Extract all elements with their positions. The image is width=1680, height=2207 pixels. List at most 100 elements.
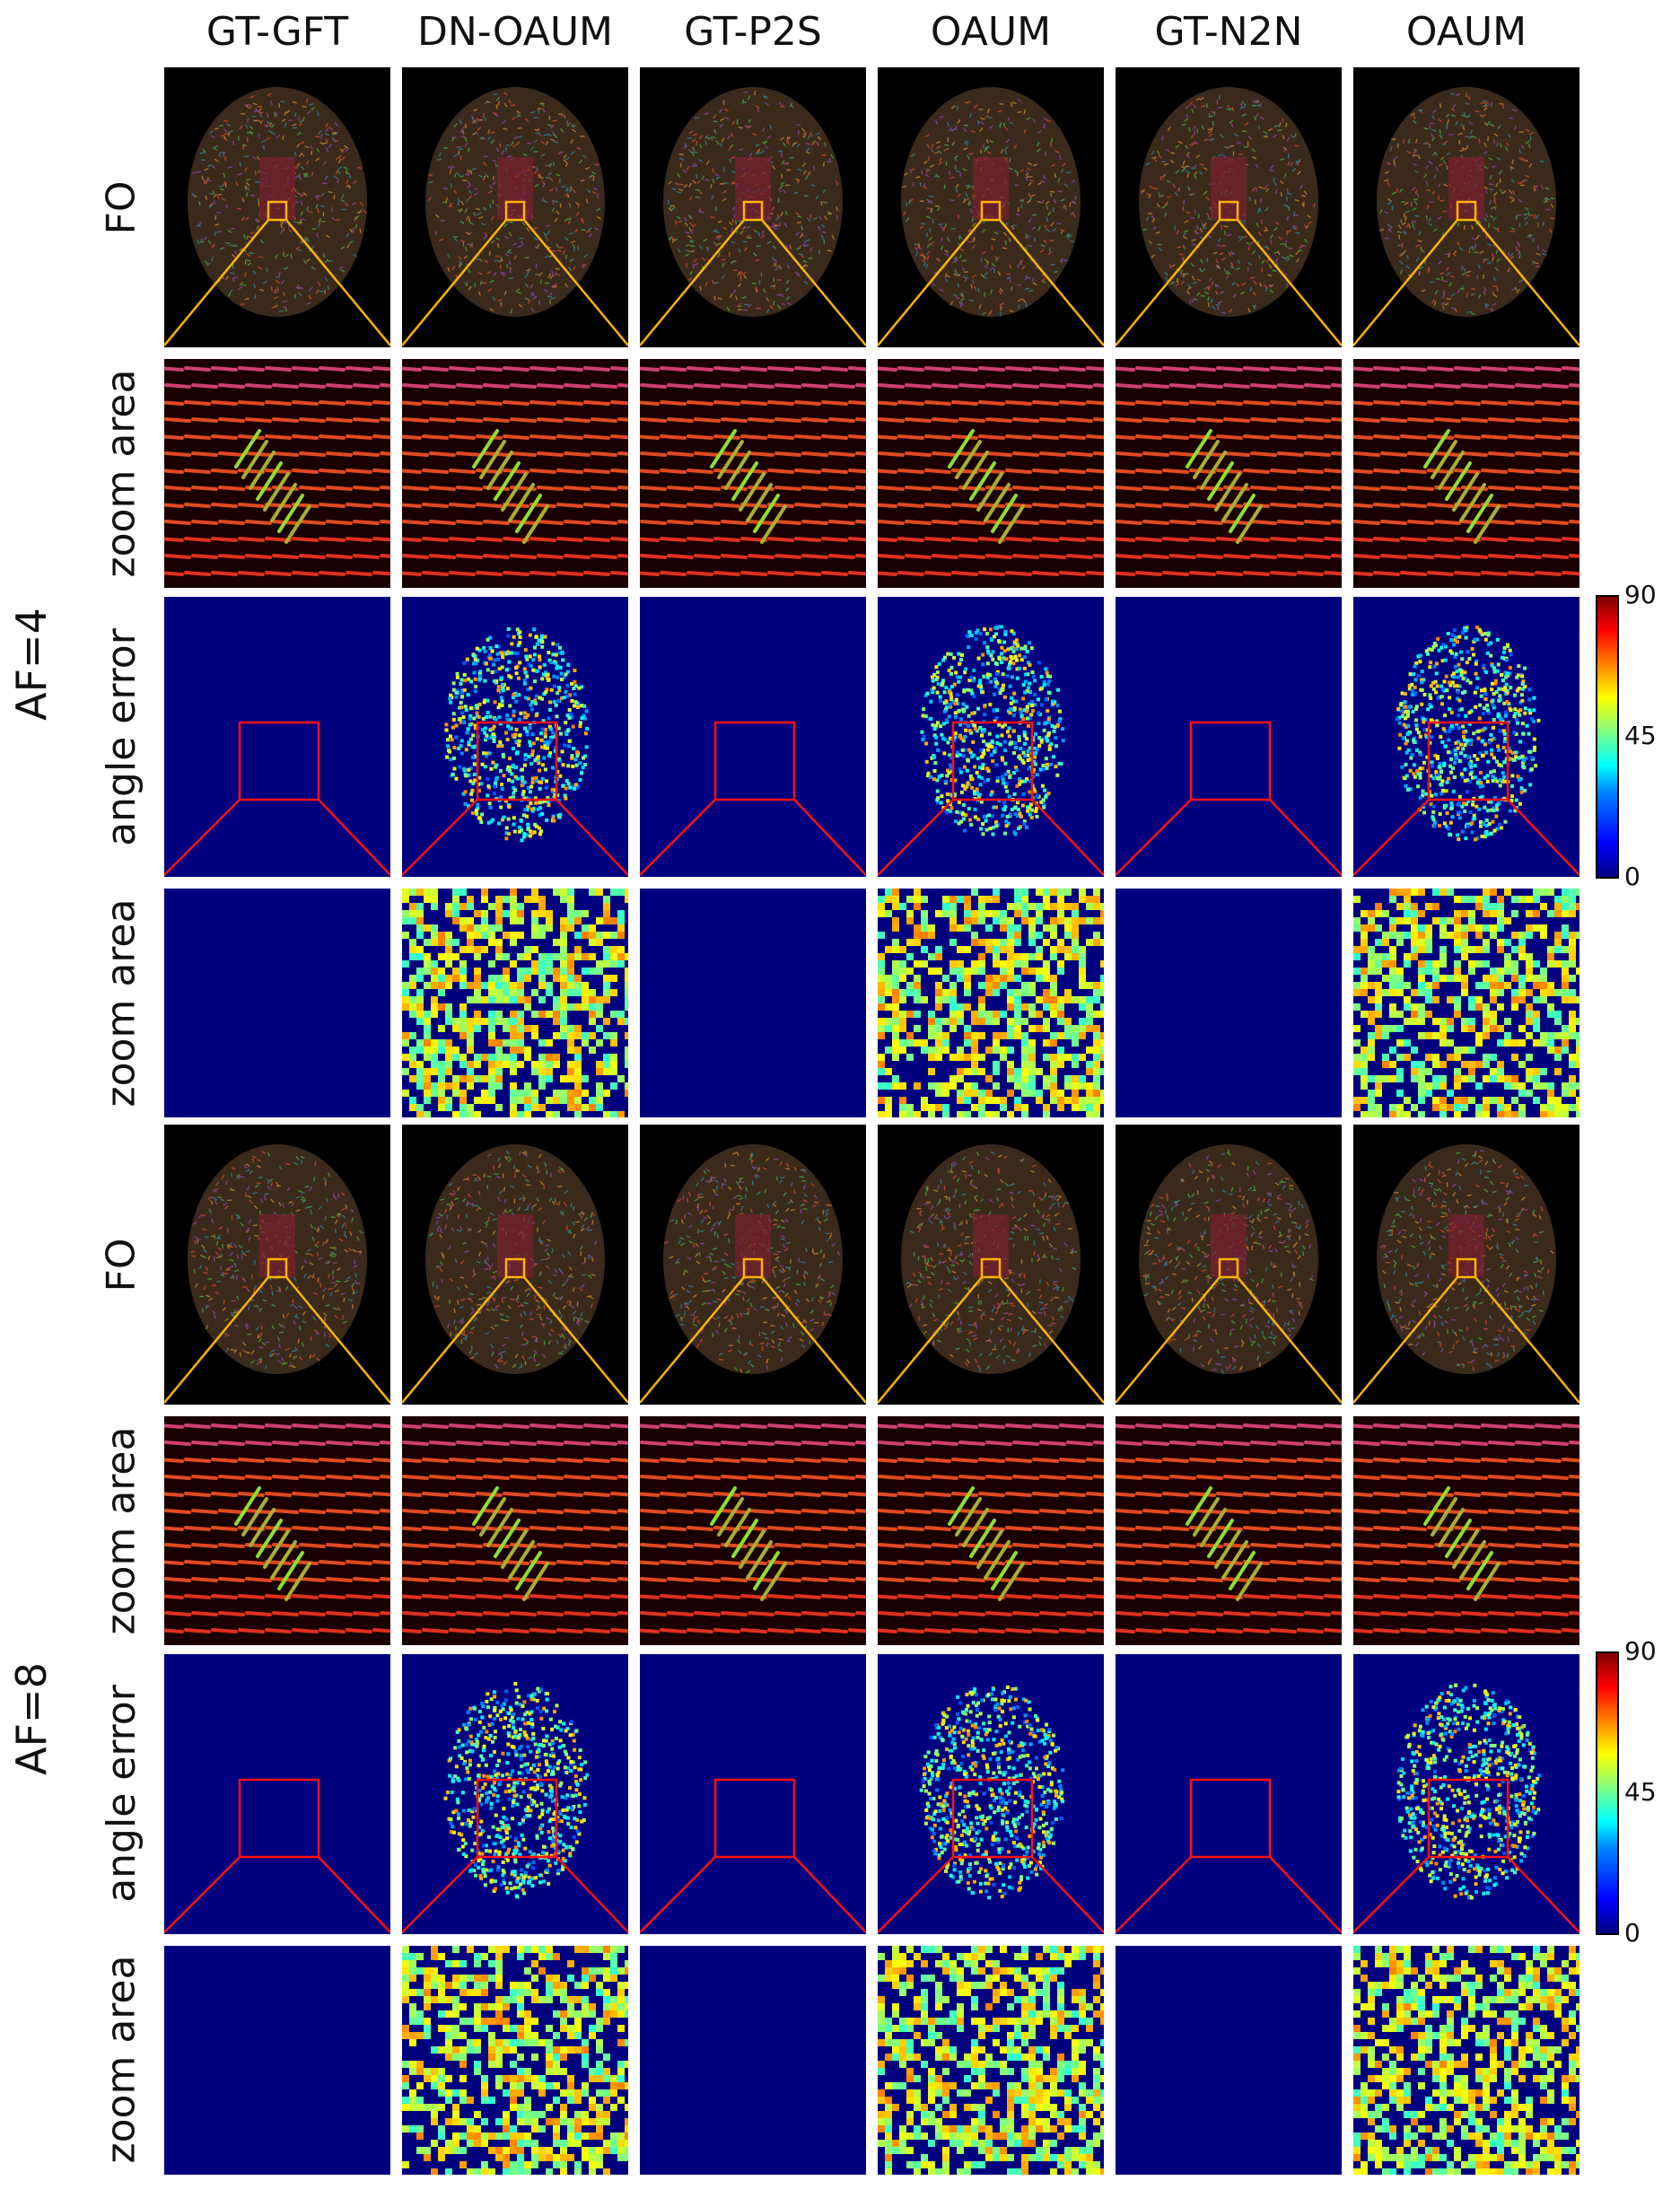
- column-title-oaum-1: OAUM: [930, 9, 1052, 55]
- corpus-callosum: [497, 1214, 533, 1277]
- column-title-gt-gft: GT-GFT: [206, 9, 349, 55]
- fiber-glyphs: [164, 366, 390, 576]
- zoom-box: [1218, 200, 1239, 222]
- row-label-zoom-area: zoom area: [98, 369, 144, 578]
- angle-error-panel: [878, 597, 1104, 877]
- zoom-line: [1237, 1276, 1342, 1404]
- angle-error-zoom-map: [402, 1946, 628, 2175]
- colorbar-tick-max: 90: [1624, 580, 1657, 609]
- fo-zoom-panel: [1116, 1416, 1342, 1645]
- angle-error-zoom-panel: [640, 1946, 866, 2175]
- corpus-callosum: [497, 157, 533, 220]
- zoom-box: [1218, 1257, 1239, 1279]
- zoom-box: [713, 1778, 796, 1859]
- zoom-line: [878, 799, 954, 876]
- zoom-box: [504, 200, 526, 222]
- zoom-line: [164, 1856, 241, 1933]
- zoom-box: [951, 1778, 1034, 1859]
- angle-error-panel: [1353, 1654, 1579, 1934]
- colorbar-af4: [1596, 595, 1619, 879]
- row-label-zoom-area: zoom area: [98, 898, 144, 1108]
- angle-error-map: [920, 625, 1065, 836]
- zoom-box: [504, 1257, 526, 1279]
- angle-error-panel: [402, 1654, 628, 1934]
- zoom-line: [640, 799, 716, 876]
- zoom-line: [1031, 799, 1104, 876]
- fiber-glyphs: [640, 1423, 866, 1633]
- fo-zoom-panel: [1353, 1416, 1579, 1645]
- fiber-orientation-texture: [1142, 1149, 1314, 1374]
- corpus-callosum: [735, 1214, 771, 1277]
- fiber-orientation-texture: [1140, 94, 1316, 315]
- angle-error-zoom-map: [878, 889, 1104, 1117]
- corpus-callosum: [1448, 157, 1484, 220]
- zoom-line: [1507, 799, 1579, 876]
- zoom-line: [164, 1276, 269, 1404]
- zoom-line: [1507, 1856, 1579, 1933]
- fo-panel: [640, 1125, 866, 1405]
- zoom-line: [1353, 1856, 1430, 1933]
- fo-panel: [640, 67, 866, 347]
- column-title-dn-oaum: DN-OAUM: [416, 9, 614, 55]
- fo-zoom-panel: [878, 359, 1104, 588]
- fo-panel: [878, 67, 1104, 347]
- angle-error-zoom-map: [1353, 1946, 1579, 2175]
- angle-error-panel: [1116, 597, 1342, 877]
- fiber-glyphs: [402, 1423, 628, 1633]
- fiber-glyphs: [164, 1423, 390, 1633]
- zoom-box: [1456, 1257, 1477, 1279]
- row-label-zoom-area: zoom area: [98, 1955, 144, 2164]
- fiber-orientation-texture: [428, 1150, 598, 1370]
- zoom-box: [238, 721, 320, 801]
- fiber-orientation-texture: [190, 1151, 363, 1370]
- angle-error-panel: [1116, 1654, 1342, 1934]
- zoom-line: [402, 1276, 507, 1404]
- fo-zoom-panel: [640, 359, 866, 588]
- zoom-line: [1031, 1856, 1104, 1933]
- zoom-line: [1353, 219, 1458, 346]
- fo-zoom-panel: [164, 1416, 390, 1645]
- fo-panel: [1353, 1125, 1579, 1405]
- row-label-fo: FO: [98, 1238, 144, 1292]
- angle-error-zoom-panel: [1116, 889, 1342, 1117]
- angle-error-panel: [878, 1654, 1104, 1934]
- zoom-line: [1269, 1856, 1342, 1933]
- fo-zoom-panel: [878, 1416, 1104, 1645]
- zoom-line: [793, 799, 866, 876]
- zoom-line: [1237, 219, 1342, 346]
- zoom-line: [523, 219, 628, 346]
- zoom-line: [1353, 1276, 1458, 1404]
- row-label-zoom-area: zoom area: [98, 1426, 144, 1635]
- corpus-callosum: [1211, 157, 1247, 220]
- angle-error-panel: [1353, 597, 1579, 877]
- zoom-line: [1116, 1276, 1221, 1404]
- zoom-line: [1116, 219, 1221, 346]
- zoom-line: [793, 1856, 866, 1933]
- colorbar-tick-mid: 45: [1624, 721, 1657, 750]
- zoom-box: [238, 1778, 320, 1859]
- fiber-orientation-texture: [663, 1151, 840, 1374]
- zoom-box: [267, 200, 288, 222]
- fo-panel: [164, 67, 390, 347]
- angle-error-panel: [640, 597, 866, 877]
- fo-panel: [402, 67, 628, 347]
- zoom-line: [1116, 1856, 1192, 1933]
- fiber-glyphs: [1116, 1423, 1342, 1633]
- corpus-callosum: [259, 1214, 295, 1277]
- zoom-box: [1456, 200, 1477, 222]
- zoom-line: [556, 1856, 628, 1933]
- zoom-line: [878, 219, 983, 346]
- row-label-angle-error: angle error: [98, 1684, 144, 1903]
- zoom-line: [761, 219, 866, 346]
- angle-error-map: [1396, 626, 1541, 842]
- zoom-box: [476, 721, 558, 801]
- colorbar-tick-min: 0: [1624, 862, 1641, 891]
- zoom-line: [318, 1856, 390, 1933]
- zoom-line: [1269, 799, 1342, 876]
- fiber-glyphs: [1353, 366, 1579, 576]
- fo-zoom-panel: [164, 359, 390, 588]
- angle-error-zoom-map: [1353, 889, 1579, 1117]
- angle-error-zoom-panel: [402, 889, 628, 1117]
- angle-error-panel: [640, 1654, 866, 1934]
- angle-error-panel: [164, 597, 390, 877]
